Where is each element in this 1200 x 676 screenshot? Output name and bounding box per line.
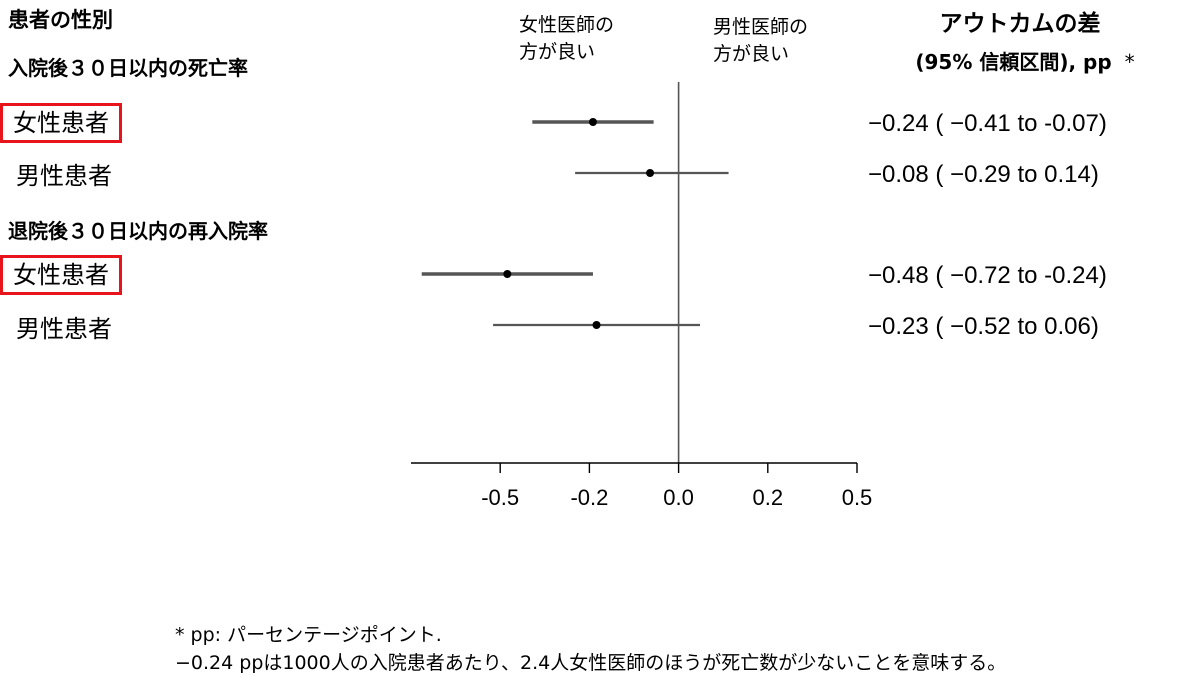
point-estimate: [503, 270, 512, 278]
row-label-male-readmission: 男性患者: [16, 315, 112, 343]
outcome-subtitle: (95% 信頼区間), pp *: [880, 46, 1170, 75]
footnote-line-2: −0.24 ppは1000人の入院患者あたり、2.4人女性医師のほうが死亡数が少…: [175, 652, 1007, 674]
x-tick-label: 0.5: [842, 485, 873, 510]
estimate-male-readmission: −0.23 ( −0.52 to 0.06): [868, 313, 1099, 340]
footnote-line-1: * pp: パーセンテージポイント.: [175, 624, 442, 646]
point-estimate: [646, 169, 655, 177]
estimate-female-mortality: −0.24 ( −0.41 to -0.07): [868, 110, 1107, 137]
point-estimate: [588, 118, 597, 126]
patient-sex-title: 患者の性別: [8, 8, 113, 32]
group-title-readmission: 退院後３０日以内の再入院率: [8, 219, 268, 243]
estimate-male-mortality: −0.08 ( −0.29 to 0.14): [868, 161, 1099, 188]
point-estimate: [592, 321, 601, 329]
x-tick-label: -0.5: [481, 485, 519, 510]
group-title-mortality: 入院後３０日以内の死亡率: [8, 56, 248, 80]
outcome-title: アウトカムの差: [939, 11, 1101, 37]
favors-female-label: 女性医師の 方が良い: [519, 14, 615, 63]
x-tick-label: 0.0: [663, 485, 694, 510]
x-tick-label: 0.2: [753, 485, 784, 510]
outcome-asterisk: *: [1124, 50, 1135, 74]
row-label-male-mortality: 男性患者: [16, 162, 112, 190]
estimate-female-readmission: −0.48 ( −0.72 to -0.24): [868, 262, 1107, 289]
outcome-subtitle-text: (95% 信頼区間), pp: [915, 50, 1112, 74]
x-tick-label: -0.2: [570, 485, 608, 510]
favors-male-label: 男性医師の 方が良い: [713, 16, 809, 65]
row-label-female-mortality: 女性患者: [0, 103, 122, 143]
row-label-female-readmission: 女性患者: [0, 255, 122, 295]
